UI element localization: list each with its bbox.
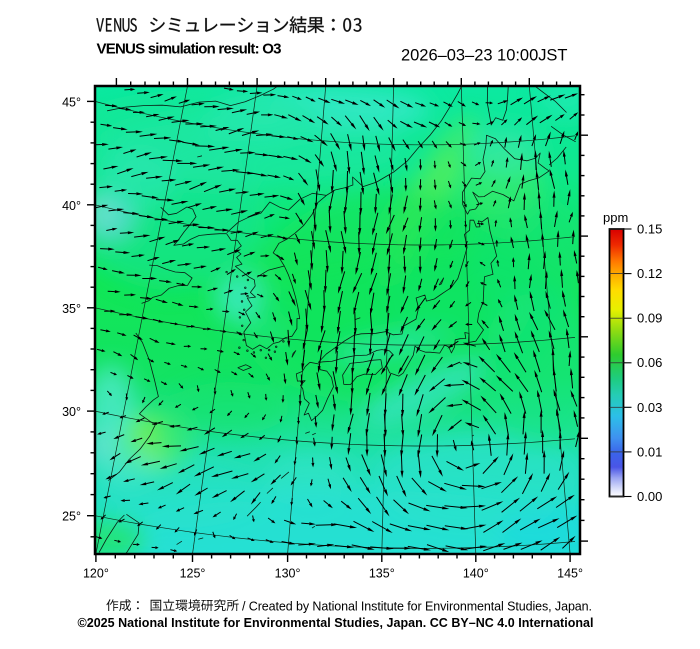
svg-text:/ Created by National Institut: / Created by National Institute for Envi… — [242, 600, 592, 614]
svg-text:0.00: 0.00 — [637, 489, 662, 504]
svg-text:VENUS simulation result: O3: VENUS simulation result: O3 — [97, 41, 282, 58]
svg-text:45°: 45° — [62, 95, 81, 109]
svg-text:0.09: 0.09 — [637, 311, 662, 326]
svg-text:0.03: 0.03 — [637, 400, 662, 415]
svg-text:0.06: 0.06 — [637, 355, 662, 370]
svg-text:©2025 National Institute for E: ©2025 National Institute for Environment… — [78, 616, 594, 630]
svg-text:125°: 125° — [180, 567, 206, 581]
svg-text:130°: 130° — [275, 567, 301, 581]
svg-text:25°: 25° — [62, 510, 81, 524]
svg-text:30°: 30° — [62, 405, 81, 419]
svg-text:120°: 120° — [83, 567, 109, 581]
svg-text:40°: 40° — [62, 199, 81, 213]
svg-text:2026–03–23 10:00JST: 2026–03–23 10:00JST — [401, 47, 568, 65]
svg-text:0.12: 0.12 — [637, 266, 662, 281]
svg-text:145°: 145° — [557, 567, 583, 581]
svg-text:0.15: 0.15 — [637, 222, 662, 237]
svg-text:135°: 135° — [369, 567, 395, 581]
svg-text:140°: 140° — [463, 567, 489, 581]
svg-text:35°: 35° — [62, 302, 81, 316]
svg-text:0.01: 0.01 — [637, 444, 662, 459]
svg-text:ppm: ppm — [603, 210, 628, 225]
